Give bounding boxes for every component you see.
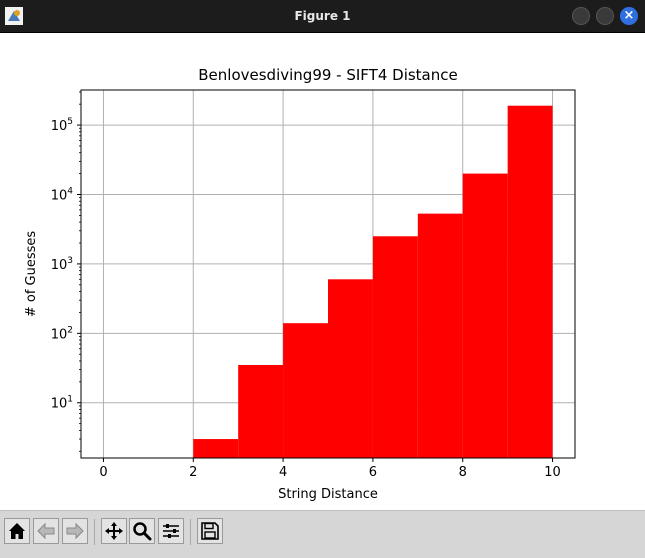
figure-canvas[interactable]: Benlovesdiving99 - SIFT4 Distance 0 2 4 6 8 1… (6, 33, 639, 510)
y-tick-label: 102 (51, 325, 73, 342)
pan-button[interactable] (101, 518, 127, 544)
x-tick-label: 10 (544, 465, 561, 480)
forward-button[interactable] (62, 518, 88, 544)
minimize-button[interactable] (572, 7, 590, 25)
x-tick-label: 6 (369, 465, 377, 480)
maximize-button[interactable] (596, 7, 614, 25)
x-tick-label: 2 (189, 465, 197, 480)
histogram-chart: Benlovesdiving99 - SIFT4 Distance 0 2 4 6 8 1… (24, 66, 576, 502)
home-button[interactable] (4, 518, 30, 544)
x-axis-label: String Distance (278, 487, 378, 502)
home-icon (9, 523, 25, 539)
axes-frame (80, 89, 576, 459)
window-title: Figure 1 (294, 9, 351, 23)
zoom-button[interactable] (129, 518, 155, 544)
zoom-icon (133, 522, 152, 541)
y-tick-label: 104 (51, 186, 74, 203)
pan-icon (105, 522, 123, 540)
y-tick-label: 101 (51, 395, 73, 412)
close-icon: × (623, 8, 635, 23)
histogram-bar (507, 105, 553, 458)
close-button[interactable]: × (620, 7, 638, 25)
forward-arrow-icon (66, 522, 84, 540)
x-tick-label: 4 (279, 465, 287, 480)
title-bar[interactable]: Figure 1 × (0, 0, 645, 33)
x-tick-label: 0 (99, 465, 107, 480)
histogram-bar (238, 364, 284, 458)
configure-subplots-icon (163, 524, 179, 538)
x-axis-ticks: 0 2 4 6 8 10 (99, 458, 561, 480)
save-icon (201, 522, 219, 540)
histogram-bar (193, 439, 239, 458)
app-icon (5, 7, 23, 25)
toolbar-separator (94, 519, 95, 545)
navigation-toolbar (0, 510, 645, 558)
toolbar-separator (190, 519, 191, 545)
y-axis-label: # of Guesses (24, 231, 39, 318)
y-axis-ticks: 101 102 103 104 105 (51, 91, 81, 452)
histogram-bar (462, 173, 508, 458)
y-tick-label: 103 (51, 256, 73, 273)
histogram-bar (372, 236, 418, 458)
histogram-bar (283, 323, 328, 458)
x-tick-label: 8 (459, 465, 467, 480)
back-button[interactable] (33, 518, 59, 544)
save-button[interactable] (197, 518, 223, 544)
configure-subplots-button[interactable] (158, 518, 184, 544)
chart-title: Benlovesdiving99 - SIFT4 Distance (198, 66, 457, 84)
back-arrow-icon (37, 522, 55, 540)
bars (193, 105, 553, 458)
y-tick-label: 105 (51, 117, 73, 134)
histogram-bar (417, 213, 463, 458)
histogram-bar (328, 279, 373, 458)
